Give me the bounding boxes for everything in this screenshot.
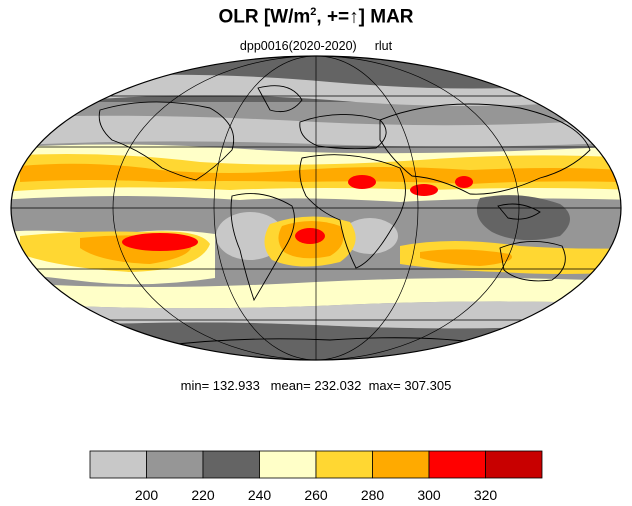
colorbar-tick-label: 200 (135, 487, 159, 503)
colorbar-tick-label: 300 (417, 487, 441, 503)
field-arctic-light (60, 74, 600, 106)
coast-europe (299, 114, 387, 150)
colorbar-box-7 (485, 450, 543, 479)
field-maritime-continent (476, 195, 570, 241)
coast-indonesia (497, 203, 541, 220)
field-s-indian-280 (400, 241, 621, 274)
coast-australia (499, 241, 566, 282)
colorbar-box-0 (89, 450, 147, 479)
coast-north-america (98, 101, 235, 181)
colorbar-box-3 (259, 450, 317, 479)
colorbar-tick-label: 220 (191, 487, 215, 503)
field-max-india (455, 176, 473, 188)
coastlines (98, 85, 591, 347)
field-congo (342, 218, 398, 254)
colorbar-tick-label: 240 (248, 487, 272, 503)
plot-title: OLR [W/m2, +=↑] MAR (218, 6, 414, 28)
colorbar-tick-label: 320 (474, 487, 498, 503)
colorbar-box-4 (315, 450, 373, 479)
coast-south-america (230, 193, 295, 302)
field-max-se-pacific (122, 233, 198, 251)
coast-greenland (257, 85, 303, 113)
colorbar-box-5 (372, 450, 430, 479)
colorbar-box-1 (146, 450, 204, 479)
plot-subtitle: dpp0016(2020-2020) rlut (0, 39, 632, 53)
stats-line: min= 132.933 mean= 232.032 max= 307.305 (180, 378, 452, 393)
map-outline (10, 55, 622, 361)
colorbar-tick-label: 280 (361, 487, 385, 503)
coast-asia (379, 103, 591, 195)
colorbar-tick-label: 260 (304, 487, 328, 503)
field-max-sahara (348, 175, 376, 189)
coast-antarctica (159, 337, 491, 347)
coast-africa (299, 154, 406, 269)
colorbar-box-2 (202, 450, 260, 479)
colorbar-box-6 (428, 450, 486, 479)
variable-label: rlut (374, 39, 393, 53)
dataset-label: dpp0016(2020-2020) (239, 39, 357, 53)
field-max-s-atlantic (295, 228, 325, 244)
field-s-indian-300 (420, 249, 512, 266)
